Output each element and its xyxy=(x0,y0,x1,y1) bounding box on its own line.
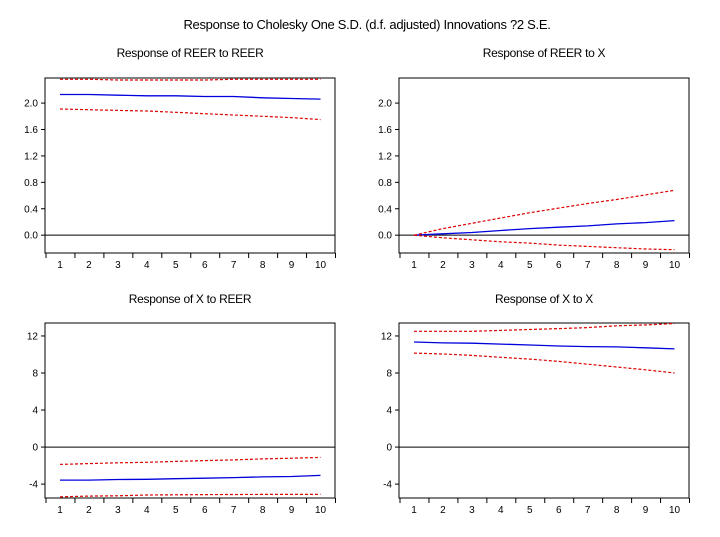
panel-title: Response of REER to X xyxy=(483,46,606,60)
x-tick-label: 8 xyxy=(260,505,266,516)
x-tick-label: 4 xyxy=(498,505,504,516)
x-tick-label: 2 xyxy=(86,260,92,271)
x-tick-label: 9 xyxy=(289,505,295,516)
x-tick-label: 3 xyxy=(115,505,121,516)
y-tick-label: 8 xyxy=(32,369,38,380)
upper-band-line xyxy=(59,456,321,465)
y-tick-label: 12 xyxy=(27,331,39,342)
y-tick-label: 0 xyxy=(386,443,392,454)
x-tick-label: 5 xyxy=(527,260,533,271)
x-tick-label: 1 xyxy=(57,505,63,516)
y-tick-label: 0.8 xyxy=(378,178,392,189)
y-tick-label: 0.4 xyxy=(24,204,38,215)
x-tick-label: 9 xyxy=(289,260,295,271)
x-tick-label: 10 xyxy=(315,260,327,271)
series-group xyxy=(413,189,675,251)
lower-band-line xyxy=(59,108,321,121)
y-tick-label: 1.2 xyxy=(24,151,38,162)
x-tick-label: 4 xyxy=(144,505,150,516)
x-tick-label: 6 xyxy=(556,260,562,271)
chart-main-title: Response to Cholesky One S.D. (d.f. adju… xyxy=(183,17,551,32)
y-tick-label: -4 xyxy=(29,480,38,491)
y-tick-label: 0.4 xyxy=(378,204,392,215)
x-tick-label: 5 xyxy=(527,505,533,516)
y-tick-label: 4 xyxy=(32,406,38,417)
x-tick-label: 2 xyxy=(86,505,92,516)
x-tick-label: 10 xyxy=(315,505,327,516)
y-tick-label: 2.0 xyxy=(24,99,38,110)
x-tick-label: 8 xyxy=(614,505,620,516)
upper-band-line xyxy=(60,78,321,81)
x-tick-label: 6 xyxy=(202,505,208,516)
plot-frame xyxy=(398,322,690,499)
x-tick-label: 3 xyxy=(469,505,475,516)
y-tick-label: 0 xyxy=(32,443,38,454)
panel-title: Response of X to X xyxy=(495,292,593,306)
y-tick-label: 4 xyxy=(386,406,392,417)
lower-band-line xyxy=(59,493,321,498)
y-tick-label: 1.2 xyxy=(378,151,392,162)
y-tick-label: 1.6 xyxy=(378,125,392,136)
panel-reer-to-x: Response of REER to X 0.0 0.4 0.8 1.2 1.6 2.0… xyxy=(378,46,690,271)
panel-title: Response of X to REER xyxy=(129,292,252,306)
x-tick-label: 5 xyxy=(173,260,179,271)
y-tick-label: 0.0 xyxy=(378,231,392,242)
x-tick-label: 1 xyxy=(411,505,417,516)
y-tick-label: 0.0 xyxy=(24,231,38,242)
x-tick-label: 4 xyxy=(498,260,504,271)
x-tick-label: 1 xyxy=(411,260,417,271)
x-tick-label: 2 xyxy=(440,260,446,271)
x-tick-label: 7 xyxy=(231,505,237,516)
x-tick-label: 9 xyxy=(643,260,649,271)
response-line xyxy=(413,341,675,350)
response-line xyxy=(413,219,675,236)
series-group xyxy=(413,323,675,374)
y-tick-label: 2.0 xyxy=(378,99,392,110)
x-tick-label: 10 xyxy=(669,260,681,271)
series-group xyxy=(59,456,321,498)
response-line xyxy=(60,474,321,481)
x-tick-label: 4 xyxy=(144,260,150,271)
x-tick-label: 6 xyxy=(202,260,208,271)
plot-frame xyxy=(44,322,336,499)
panel-title: Response of REER to REER xyxy=(117,46,265,60)
x-tick-label: 10 xyxy=(669,505,681,516)
x-tick-label: 8 xyxy=(260,260,266,271)
x-tick-label: 7 xyxy=(585,260,591,271)
plot-frame xyxy=(44,77,336,254)
y-tick-label: 0.8 xyxy=(24,178,38,189)
x-tick-label: 7 xyxy=(231,260,237,271)
y-tick-label: 12 xyxy=(381,331,393,342)
x-tick-label: 3 xyxy=(115,260,121,271)
x-tick-label: 1 xyxy=(57,260,63,271)
lower-band-line xyxy=(413,234,675,251)
series-group xyxy=(59,78,321,121)
upper-band-line xyxy=(414,323,675,332)
plot-frame xyxy=(398,77,690,254)
x-tick-label: 2 xyxy=(440,505,446,516)
x-tick-label: 9 xyxy=(643,505,649,516)
lower-band-line xyxy=(413,352,675,374)
x-tick-label: 3 xyxy=(469,260,475,271)
x-tick-label: 8 xyxy=(614,260,620,271)
x-tick-label: 5 xyxy=(173,505,179,516)
x-tick-label: 7 xyxy=(585,505,591,516)
y-tick-label: 8 xyxy=(386,369,392,380)
panel-reer-to-reer: Response of REER to REER 0.0 0.4 0.8 1.2 1.6… xyxy=(24,46,336,271)
upper-band-line xyxy=(413,189,675,236)
response-line xyxy=(60,93,321,100)
x-tick-label: 6 xyxy=(556,505,562,516)
y-tick-label: -4 xyxy=(383,480,392,491)
y-tick-label: 1.6 xyxy=(24,125,38,136)
